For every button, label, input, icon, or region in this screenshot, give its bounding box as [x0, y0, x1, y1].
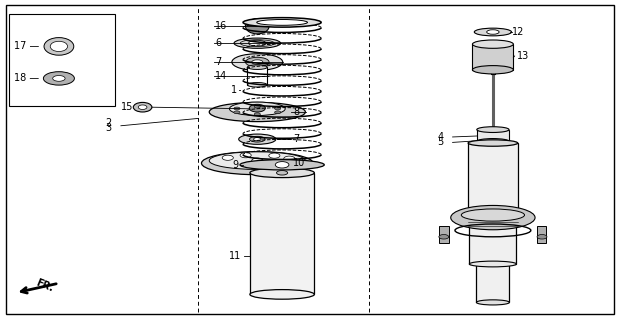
Ellipse shape [439, 235, 449, 239]
Ellipse shape [474, 28, 512, 36]
Ellipse shape [469, 261, 516, 267]
Ellipse shape [254, 113, 260, 116]
Ellipse shape [249, 136, 265, 142]
Text: 4: 4 [437, 132, 443, 142]
Ellipse shape [487, 30, 499, 34]
Ellipse shape [247, 65, 267, 69]
Ellipse shape [50, 41, 68, 52]
Text: 6: 6 [215, 38, 221, 48]
Ellipse shape [277, 171, 288, 175]
Ellipse shape [275, 107, 281, 110]
Ellipse shape [202, 152, 313, 175]
Ellipse shape [234, 111, 240, 114]
Text: 3: 3 [105, 123, 112, 133]
Ellipse shape [269, 153, 280, 158]
Ellipse shape [250, 168, 314, 178]
Ellipse shape [254, 138, 261, 141]
Ellipse shape [240, 160, 324, 170]
Text: 11: 11 [229, 251, 242, 261]
Ellipse shape [138, 105, 147, 109]
Text: 8: 8 [293, 107, 299, 117]
Text: 12: 12 [512, 27, 524, 37]
Ellipse shape [284, 160, 295, 165]
Ellipse shape [222, 155, 233, 160]
Text: 16: 16 [215, 21, 228, 31]
Ellipse shape [275, 111, 281, 114]
Text: 7: 7 [293, 134, 299, 144]
Ellipse shape [254, 105, 260, 108]
Bar [247, 67, 267, 85]
FancyBboxPatch shape [6, 5, 614, 314]
Ellipse shape [232, 54, 283, 70]
Ellipse shape [249, 104, 265, 112]
Bar [250, 173, 314, 294]
Bar [477, 130, 509, 141]
Ellipse shape [249, 40, 266, 46]
Ellipse shape [247, 83, 267, 87]
Ellipse shape [246, 19, 269, 34]
Ellipse shape [269, 163, 280, 168]
Ellipse shape [451, 205, 535, 230]
Polygon shape [440, 226, 449, 243]
Ellipse shape [461, 209, 525, 221]
Text: 10: 10 [293, 158, 306, 168]
Ellipse shape [252, 60, 263, 64]
Text: 17 —: 17 — [14, 41, 39, 52]
Ellipse shape [240, 153, 251, 158]
Ellipse shape [133, 102, 152, 112]
Text: 13: 13 [516, 51, 529, 61]
Ellipse shape [477, 139, 509, 144]
Ellipse shape [468, 140, 518, 146]
Ellipse shape [239, 134, 276, 144]
FancyBboxPatch shape [9, 14, 115, 106]
Bar [468, 143, 518, 211]
Text: FR.: FR. [35, 277, 55, 293]
Polygon shape [537, 226, 546, 243]
Bar [476, 264, 510, 302]
Text: 5: 5 [437, 137, 443, 148]
Ellipse shape [210, 152, 306, 170]
Ellipse shape [210, 102, 306, 122]
Text: 2: 2 [105, 118, 112, 128]
Text: 9: 9 [232, 160, 239, 170]
Ellipse shape [468, 208, 518, 214]
Ellipse shape [234, 38, 280, 48]
Ellipse shape [257, 20, 308, 25]
Ellipse shape [44, 38, 74, 55]
Ellipse shape [53, 76, 65, 81]
Ellipse shape [246, 57, 269, 67]
Ellipse shape [472, 66, 513, 74]
Ellipse shape [472, 40, 513, 48]
Ellipse shape [469, 223, 516, 228]
Ellipse shape [477, 127, 509, 132]
Ellipse shape [284, 156, 295, 161]
Text: 1: 1 [231, 84, 237, 95]
Text: 18 —: 18 — [14, 73, 39, 84]
Ellipse shape [252, 158, 263, 163]
Ellipse shape [243, 18, 321, 27]
Ellipse shape [476, 300, 510, 305]
Ellipse shape [229, 102, 285, 116]
Ellipse shape [250, 290, 314, 299]
Text: 15: 15 [121, 102, 133, 112]
Ellipse shape [250, 19, 264, 26]
Bar [472, 44, 513, 70]
Text: 7: 7 [215, 57, 221, 67]
Ellipse shape [275, 162, 289, 168]
Bar [469, 226, 516, 264]
Ellipse shape [234, 107, 240, 110]
Text: 14: 14 [215, 71, 228, 81]
Ellipse shape [43, 72, 74, 85]
Ellipse shape [537, 235, 547, 239]
